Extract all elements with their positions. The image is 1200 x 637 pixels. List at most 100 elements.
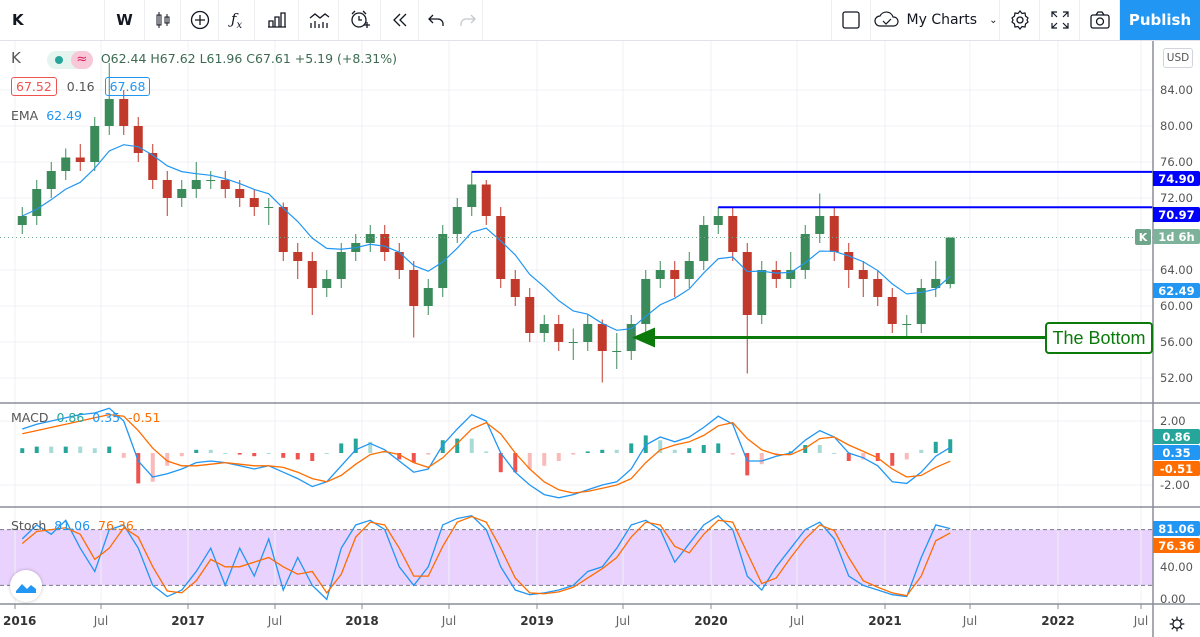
publish-label: Publish: [1128, 11, 1192, 29]
currency-badge[interactable]: USD: [1163, 48, 1193, 68]
cloud-check-icon: [873, 11, 899, 27]
macd-histogram-bar: [150, 453, 155, 482]
bid-price[interactable]: 67.52: [11, 77, 57, 96]
macd-histogram-bar: [542, 453, 547, 466]
price-tick-label: 76.00: [1160, 155, 1193, 169]
macd-hist-label: 0.86: [1153, 429, 1200, 444]
redo-button[interactable]: [453, 0, 483, 40]
axis-settings-button[interactable]: [1165, 612, 1189, 636]
candle-body: [496, 216, 506, 279]
undo-button[interactable]: [419, 0, 453, 40]
snapshot-camera-icon: [1089, 11, 1110, 29]
candle-body: [641, 279, 651, 324]
symbol-tag: K: [1135, 229, 1151, 245]
interval-button[interactable]: W: [105, 0, 145, 40]
candle-body: [612, 351, 622, 352]
visibility-toggle[interactable]: ≈: [46, 50, 93, 69]
candle-body: [61, 157, 71, 171]
quote-row: 67.52 0.16 67.68: [11, 77, 151, 96]
macd-histogram-bar: [107, 446, 112, 453]
macd-histogram-bar: [281, 453, 286, 458]
candle-body: [800, 234, 810, 270]
publish-button[interactable]: Publish: [1120, 0, 1200, 40]
add-compare-icon: [190, 10, 209, 30]
my-charts-button[interactable]: My Charts ⌄: [871, 0, 1000, 40]
macd-signal-value: -0.51: [128, 410, 161, 425]
fullscreen-button[interactable]: [1040, 0, 1080, 40]
macd-histogram-bar: [411, 453, 416, 463]
macd-histogram-bar: [208, 449, 213, 453]
macd-histogram-bar: [455, 438, 460, 453]
financials-button[interactable]: [255, 0, 299, 40]
stoch-d-line: [21, 515, 951, 597]
price-tick-label: 80.00: [1160, 119, 1193, 133]
alert-button[interactable]: [339, 0, 381, 40]
the-bottom-annotation[interactable]: The Bottom: [1045, 322, 1153, 354]
square-layout-icon: [842, 11, 860, 29]
logo-cloud-icon: [16, 584, 36, 593]
macd-histogram-bar: [426, 453, 431, 455]
candle-body: [728, 216, 738, 252]
macd-histogram-bar: [817, 445, 822, 453]
indicators-button[interactable]: ƒx: [219, 0, 255, 40]
bar-chart-icon: [267, 12, 286, 28]
chart-type-button[interactable]: [145, 0, 181, 40]
macd-histogram-bar: [658, 440, 663, 453]
stoch-band: [0, 529, 1153, 586]
candle-body: [46, 171, 56, 189]
settings-gear-icon: [1169, 616, 1185, 632]
candle-body: [815, 216, 825, 234]
macd-histogram-bar: [498, 453, 503, 473]
time-axis-label: Jul: [93, 614, 108, 628]
settings-button[interactable]: [1000, 0, 1040, 40]
macd-histogram-bar: [353, 438, 358, 453]
replay-button[interactable]: [381, 0, 419, 40]
compare-button[interactable]: [181, 0, 219, 40]
spread-value: 0.16: [66, 79, 95, 94]
ema-label: EMA: [11, 108, 39, 123]
tradingview-logo[interactable]: [10, 570, 42, 602]
price-tick-label: 84.00: [1160, 83, 1193, 97]
wave-icon: ≈: [70, 50, 93, 69]
ask-price[interactable]: 67.68: [104, 77, 151, 96]
macd-histogram-bar: [759, 453, 764, 465]
candle-body: [249, 198, 259, 207]
fullscreen-icon: [1050, 11, 1069, 29]
candle-body: [191, 180, 201, 189]
ema-price-label: 62.49: [1153, 283, 1200, 298]
candle-body: [699, 225, 709, 261]
macd-histogram-bar: [397, 453, 402, 460]
symbol-search-button[interactable]: K: [0, 0, 105, 40]
templates-button[interactable]: [299, 0, 339, 40]
candle-body: [771, 270, 781, 279]
macd-histogram-bar: [34, 446, 39, 453]
macd-histogram-bar: [513, 453, 518, 473]
macd-label: MACD: [11, 410, 49, 425]
macd-histogram-bar: [121, 453, 126, 458]
macd-histogram-bar: [223, 453, 228, 454]
time-axis-label: 2016: [3, 614, 36, 628]
legend-symbol: K: [11, 49, 21, 67]
candle-body: [829, 216, 839, 252]
macd-histogram-bar: [585, 451, 590, 453]
candle-body: [133, 126, 143, 153]
candle-body: [104, 99, 114, 126]
candle-body: [75, 157, 85, 162]
price-tick-label: 64.00: [1160, 263, 1193, 277]
alert-add-icon: [350, 10, 370, 28]
candle-body: [293, 252, 303, 261]
snapshot-button[interactable]: [1080, 0, 1120, 40]
macd-histogram-bar: [701, 445, 706, 453]
redo-icon: [459, 14, 476, 26]
macd-histogram-bar: [745, 453, 750, 476]
candle-body: [931, 279, 941, 288]
candle-body: [525, 297, 535, 333]
candle-body: [670, 270, 680, 279]
candle-body: [119, 99, 129, 126]
candle-body: [742, 252, 752, 315]
time-axis-label: 2021: [868, 614, 901, 628]
macd-legend: MACD 0.86 0.35 -0.51: [11, 410, 160, 425]
candle-body: [887, 297, 897, 324]
layout-button[interactable]: [831, 0, 871, 40]
